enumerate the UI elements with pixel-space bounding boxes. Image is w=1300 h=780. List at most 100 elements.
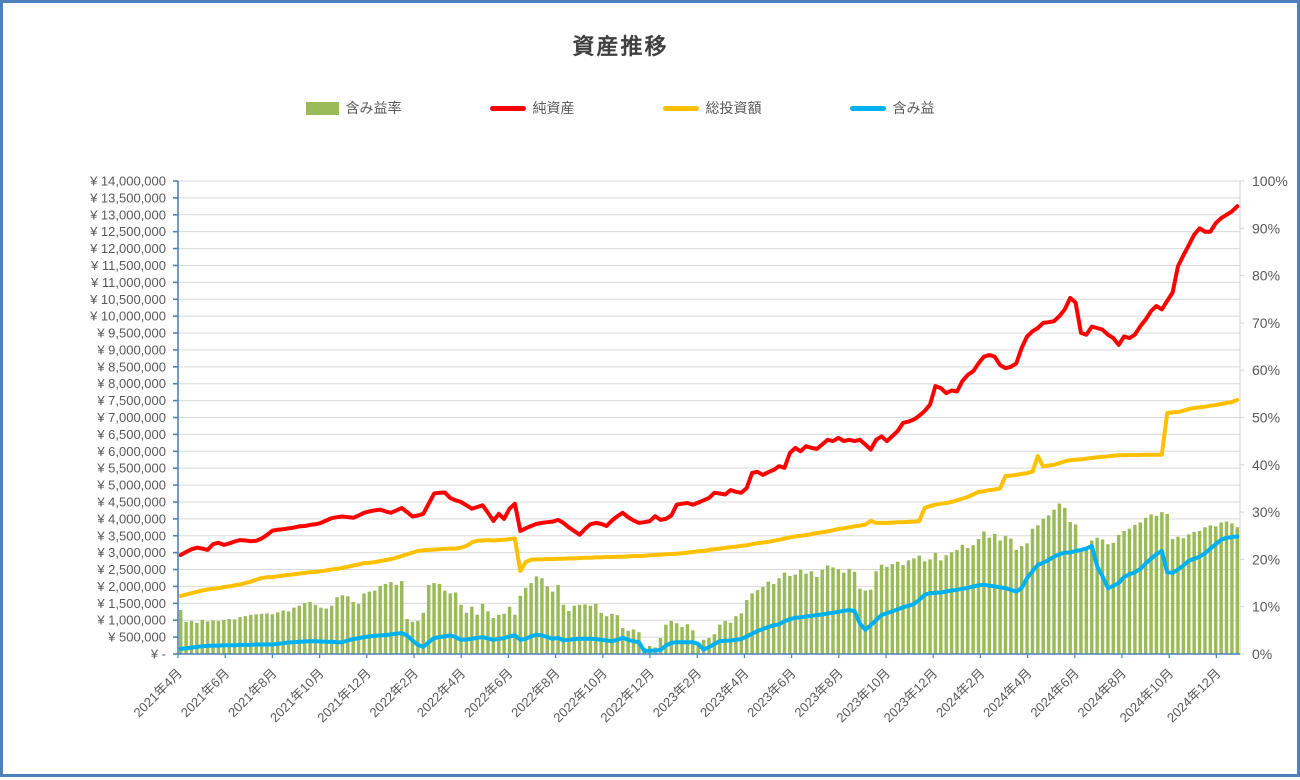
y-axis-left-label: ¥ 6,500,000 — [96, 427, 166, 442]
bar-unrealized-gain-rate — [383, 583, 388, 654]
bar-unrealized-gain-rate — [869, 589, 873, 654]
bar-unrealized-gain-rate — [939, 560, 943, 654]
bar-unrealized-gain-rate — [1143, 517, 1148, 654]
bar-unrealized-gain-rate — [664, 624, 668, 654]
bar-unrealized-gain-rate — [1095, 537, 1099, 654]
legend-item-2: 総投資額 — [662, 98, 762, 118]
bar-unrealized-gain-rate — [674, 623, 679, 654]
bar-unrealized-gain-rate — [464, 612, 469, 654]
bar-unrealized-gain-rate — [723, 620, 727, 654]
bar-unrealized-gain-rate — [346, 596, 350, 654]
bar-unrealized-gain-rate — [319, 607, 323, 654]
bar-unrealized-gain-rate — [1068, 522, 1072, 654]
bar-unrealized-gain-rate — [1203, 527, 1207, 654]
bar-unrealized-gain-rate — [265, 613, 269, 654]
bar-unrealized-gain-rate — [782, 572, 787, 654]
bar-unrealized-gain-rate — [523, 587, 528, 654]
bar-unrealized-gain-rate — [540, 578, 544, 654]
bar-unrealized-gain-rate — [658, 637, 663, 654]
bar-unrealized-gain-rate — [362, 593, 366, 654]
x-axis-label: 2022年2月 — [367, 666, 422, 721]
bar-unrealized-gain-rate — [491, 618, 496, 654]
y-axis-left-label: ¥ 11,000,000 — [90, 275, 166, 290]
y-axis-left-label: ¥ 3,000,000 — [96, 545, 166, 560]
legend-line-swatch-1 — [489, 105, 526, 111]
bar-unrealized-gain-rate — [750, 593, 754, 654]
bar-unrealized-gain-rate — [922, 561, 927, 654]
bar-unrealized-gain-rate — [243, 616, 248, 654]
bar-unrealized-gain-rate — [874, 571, 878, 654]
bar-unrealized-gain-rate — [297, 605, 302, 654]
bar-unrealized-gain-rate — [432, 583, 436, 654]
y-axis-left-label: ¥ 6,000,000 — [96, 444, 166, 459]
bar-unrealized-gain-rate — [971, 545, 975, 654]
bar-unrealized-gain-rate — [1052, 509, 1056, 654]
bar-unrealized-gain-rate — [561, 604, 566, 654]
bar-unrealized-gain-rate — [529, 583, 533, 654]
bar-unrealized-gain-rate — [583, 604, 587, 654]
chart-legend: 含み益率 純資産 総投資額 含み益 — [3, 98, 1237, 118]
bar-unrealized-gain-rate — [761, 586, 765, 654]
bar-unrealized-gain-rate — [189, 620, 194, 654]
chart-title: 資産推移 — [572, 34, 669, 59]
bar-unrealized-gain-rate — [1084, 547, 1089, 654]
bar-unrealized-gain-rate — [594, 603, 598, 654]
bar-unrealized-gain-rate — [1073, 524, 1078, 654]
bar-unrealized-gain-rate — [771, 583, 776, 654]
bar-unrealized-gain-rate — [453, 592, 458, 654]
y-axis-left-label: ¥ 9,500,000 — [96, 326, 166, 341]
bar-unrealized-gain-rate — [928, 559, 932, 654]
x-axis-label: 2022年6月 — [461, 666, 516, 721]
bar-unrealized-gain-rate — [211, 620, 215, 654]
bar-unrealized-gain-rate — [1090, 540, 1094, 654]
bar-unrealized-gain-rate — [890, 564, 895, 654]
bar-unrealized-gain-rate — [205, 621, 210, 654]
bar-unrealized-gain-rate — [1019, 546, 1024, 654]
bar-unrealized-gain-rate — [1111, 542, 1116, 654]
bar-unrealized-gain-rate — [745, 600, 749, 654]
bar-unrealized-gain-rate — [696, 642, 700, 654]
bar-unrealized-gain-rate — [1208, 525, 1213, 654]
legend-bar-swatch-0 — [305, 101, 339, 115]
bar-unrealized-gain-rate — [426, 584, 431, 654]
bar-unrealized-gain-rate — [448, 593, 452, 654]
y-axis-right-label: 100% — [1252, 173, 1288, 189]
bar-unrealized-gain-rate — [1100, 539, 1105, 654]
bar-unrealized-gain-rate — [1230, 523, 1234, 654]
y-axis-right-label: 30% — [1252, 504, 1280, 520]
bar-unrealized-gain-rate — [626, 630, 630, 654]
bar-unrealized-gain-rate — [556, 584, 560, 654]
bar-unrealized-gain-rate — [739, 613, 744, 654]
bar-unrealized-gain-rate — [944, 555, 948, 654]
bar-unrealized-gain-rate — [443, 590, 447, 654]
bar-unrealized-gain-rate — [1046, 515, 1051, 654]
y-axis-left-label: ¥ 5,500,000 — [96, 461, 166, 476]
bar-unrealized-gain-rate — [685, 624, 690, 654]
y-axis-right-label: 40% — [1252, 457, 1280, 473]
bar-unrealized-gain-rate — [340, 595, 345, 654]
legend-line-swatch-3 — [849, 105, 886, 111]
y-axis-right-label: 80% — [1252, 268, 1280, 284]
bar-unrealized-gain-rate — [1041, 518, 1045, 654]
bar-unrealized-gain-rate — [1014, 549, 1019, 654]
bar-unrealized-gain-rate — [1154, 515, 1159, 654]
bar-unrealized-gain-rate — [1133, 524, 1137, 654]
bar-unrealized-gain-rate — [1138, 522, 1142, 654]
bar-unrealized-gain-rate — [1127, 528, 1132, 654]
bar-unrealized-gain-rate — [599, 612, 603, 654]
bar-unrealized-gain-rate — [518, 595, 523, 654]
y-axis-right-label: 60% — [1252, 362, 1280, 378]
y-axis-left-label: ¥ 12,000,000 — [89, 241, 166, 256]
bar-unrealized-gain-rate — [367, 591, 372, 654]
bar-unrealized-gain-rate — [1149, 514, 1153, 654]
bar-unrealized-gain-rate — [1009, 538, 1013, 654]
bar-unrealized-gain-rate — [912, 558, 916, 654]
bar-unrealized-gain-rate — [270, 614, 275, 654]
bar-unrealized-gain-rate — [502, 613, 506, 654]
bar-unrealized-gain-rate — [329, 605, 334, 654]
bar-unrealized-gain-rate — [1170, 539, 1175, 654]
bar-unrealized-gain-rate — [292, 607, 296, 654]
legend-item-3: 含み益 — [849, 98, 935, 118]
legend-item-0: 含み益率 — [305, 98, 402, 118]
chart-plot-svg: ¥ 14,000,000¥ 13,500,000 ¥ 13,000,000 ¥ 12… — [89, 173, 1288, 725]
